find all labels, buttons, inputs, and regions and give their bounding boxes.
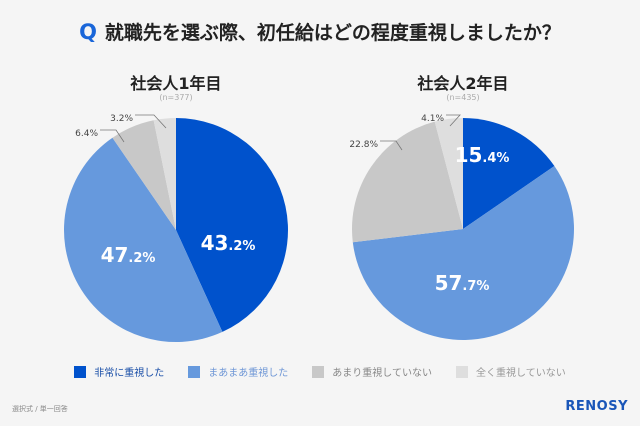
pie-1-sample-size: (n=377) [159,93,193,102]
pie-2-data-label: 4.1% [421,114,444,124]
pie-1-slice [176,118,288,332]
pie-2-sample-size: (n=435) [446,93,480,102]
pie-1-data-label: 47.2% [101,243,156,267]
pie-2-title: 社会人2年目 [417,74,509,93]
legend-label: 全く重視していない [476,368,566,379]
legend-item: 非常に重視した [74,364,164,379]
pie-2-data-label: 22.8% [349,140,378,150]
pie-1-data-label: 3.2% [110,114,133,124]
legend-swatch [188,365,201,378]
pie-2-data-label: 57.7% [435,271,490,295]
renosy-logo: RENOSY [565,399,628,414]
legend-item: 全く重視していない [456,364,566,379]
pie-1-slice [112,120,176,230]
pie-2-slice [352,166,575,341]
pie-1-slice [64,137,223,342]
legend-swatch [456,365,468,378]
legend-item: まあまあ重視した [188,364,288,379]
legend-item: あまり重視していない [312,364,432,379]
pie-2-leader-line [446,114,461,127]
footnote: 選択式 / 単一回答 [12,405,68,413]
legend-label: まあまあ重視した [208,368,289,379]
pie-1-leader-line [100,129,125,143]
question-text: 就職先を選ぶ際、初任給はどの程度重視しましたか？ [104,22,561,44]
legend-label: あまり重視していない [332,368,432,379]
legend: 非常に重視した まあまあ重視した あまり重視していない 全く重視していない [0,364,640,379]
pie-2-slice [352,121,463,243]
chart-title: Q 就職先を選ぶ際、初任給はどの程度重視しましたか？ [0,18,640,45]
pie-2-leader-line [380,140,403,151]
pie-1-title: 社会人1年目 [130,74,222,93]
pie-2-data-label: 15.4% [455,143,510,167]
pie-1-data-label: 43.2% [201,231,256,255]
question-mark: Q [79,20,97,44]
pie-2-slice [463,118,555,229]
pie-1-data-label: 6.4% [75,129,98,139]
legend-swatch [74,365,87,378]
pie-1-slice [153,118,176,230]
legend-label: 非常に重視した [94,368,165,379]
legend-swatch [312,365,325,378]
pie-2-slice [434,118,463,229]
pie-1-leader-line [135,114,167,129]
